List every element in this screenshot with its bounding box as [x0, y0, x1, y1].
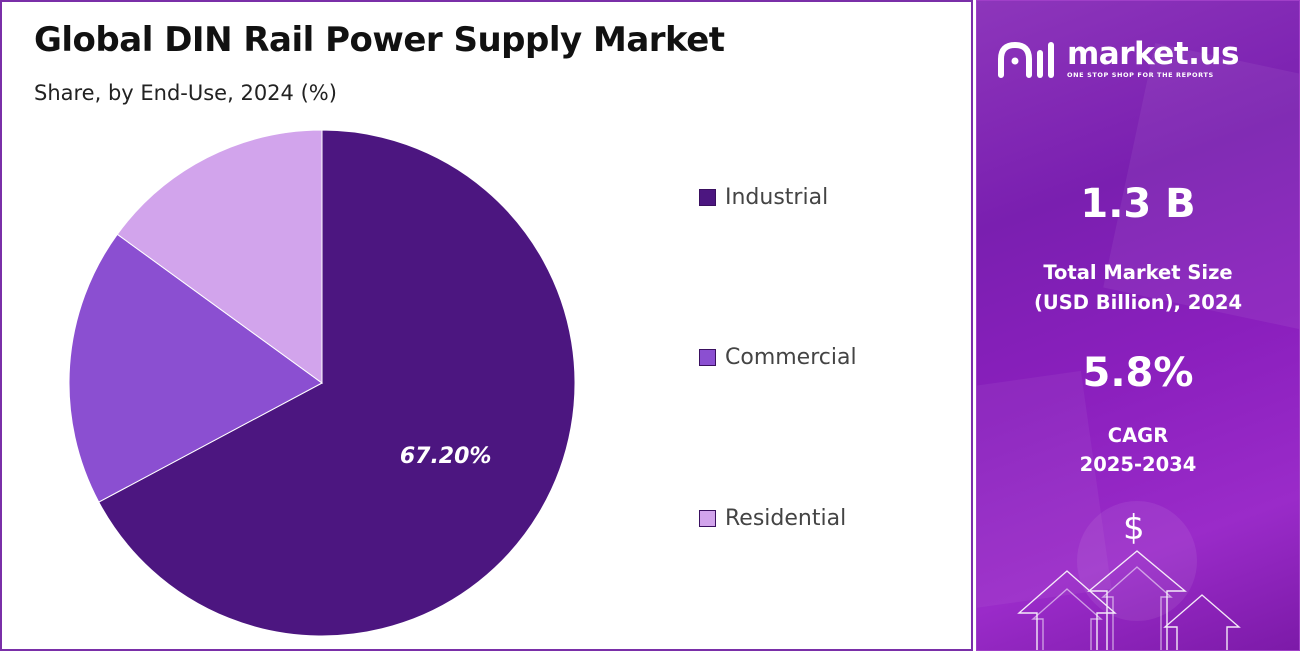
data-label-industrial: 67.20%: [400, 444, 492, 469]
chart-panel: Global DIN Rail Power Supply Market Shar…: [0, 0, 973, 651]
pie-slice-industrial: [98, 129, 576, 637]
legend-label-commercial: Commercial: [725, 345, 857, 370]
market-us-logo: market.us ONE STOP SHOP FOR THE REPORTS: [995, 39, 1239, 79]
dollar-icon: $: [1123, 508, 1145, 548]
market-size-label-line2: (USD Billion), 2024: [1033, 291, 1243, 314]
legend-item-industrial: Industrial: [699, 185, 828, 210]
cagr-value: 5.8%: [1082, 350, 1194, 396]
legend-item-commercial: Commercial: [699, 345, 857, 370]
market-summary-panel: market.us ONE STOP SHOP FOR THE REPORTS …: [976, 0, 1300, 651]
cagr-label-line1: CAGR: [1107, 424, 1169, 447]
legend-label-residential: Residential: [725, 506, 847, 531]
brand-tagline: ONE STOP SHOP FOR THE REPORTS: [1067, 71, 1214, 79]
pie-chart: 67.20%: [68, 129, 576, 637]
market-us-logo-icon: [998, 41, 1054, 78]
chart-legend: Industrial Commercial Residential: [699, 2, 959, 642]
pie-slice-residential: [116, 129, 323, 384]
legend-swatch-industrial: [699, 189, 716, 206]
legend-swatch-residential: [699, 510, 716, 527]
pie-slices: [68, 129, 576, 637]
growth-arrows-icon: [1017, 550, 1241, 650]
legend-swatch-commercial: [699, 349, 716, 366]
cagr-label-line2: 2025-2034: [1079, 453, 1197, 476]
pie-slice-commercial: [68, 233, 323, 503]
pie-labels: 67.20%: [400, 444, 492, 469]
market-size-value: 1.3 B: [1080, 181, 1196, 227]
chart-title: Global DIN Rail Power Supply Market: [34, 20, 725, 60]
legend-item-residential: Residential: [699, 506, 846, 531]
market-size-label-line1: Total Market Size: [1043, 261, 1233, 284]
decorative-background: [977, 42, 1299, 650]
chart-subtitle: Share, by End-Use, 2024 (%): [34, 81, 337, 105]
legend-label-industrial: Industrial: [725, 185, 829, 210]
brand-name: market.us: [1067, 36, 1239, 72]
